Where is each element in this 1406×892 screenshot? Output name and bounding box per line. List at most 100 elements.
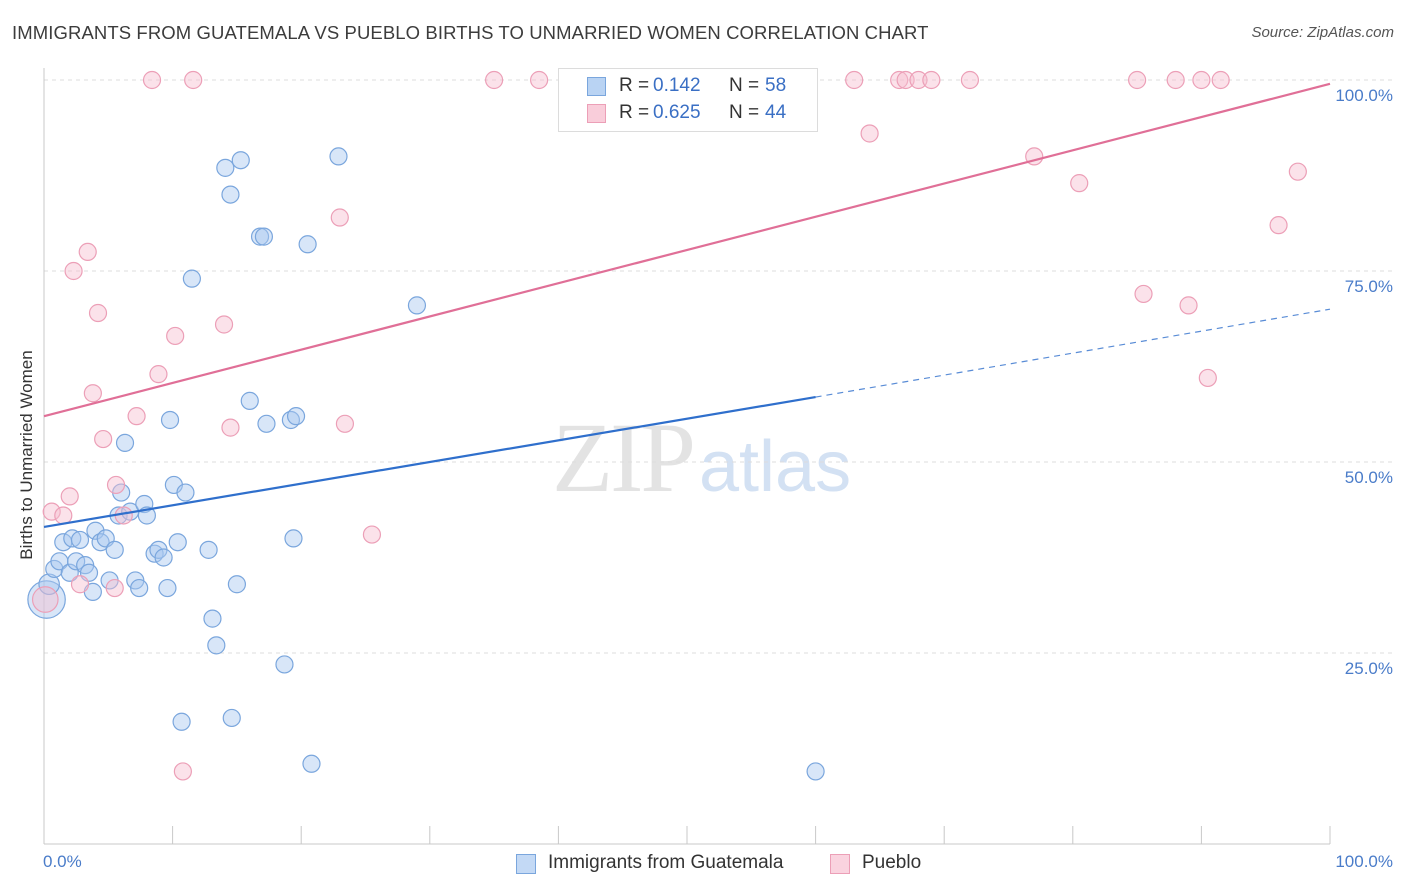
guatemala-point xyxy=(222,708,241,728)
guatemala-point xyxy=(38,573,60,596)
legend-r-label: R = xyxy=(619,75,650,96)
guatemala-point xyxy=(70,530,90,550)
trend-lines xyxy=(43,82,1331,529)
pueblo-point xyxy=(64,261,83,281)
pueblo-point xyxy=(1179,296,1198,315)
pueblo-point xyxy=(31,586,59,613)
guatemala-point xyxy=(240,391,259,410)
pueblo-point xyxy=(909,70,928,90)
guatemala-point xyxy=(182,269,201,288)
guatemala-point xyxy=(86,521,105,540)
pueblo-point xyxy=(896,70,915,90)
pueblo-point xyxy=(54,506,73,525)
pueblo-point xyxy=(173,762,192,781)
legend-n-value: 44 xyxy=(765,102,787,123)
guatemala-point xyxy=(250,227,270,246)
guatemala-point xyxy=(67,552,86,571)
pueblo-point xyxy=(83,384,102,403)
guatemala-point xyxy=(407,296,427,315)
pueblo-point xyxy=(1198,368,1217,388)
y-tick-label-75: 75.0% xyxy=(1344,277,1393,296)
legend-n-value: 58 xyxy=(765,75,787,96)
guatemala-point xyxy=(227,575,246,594)
legend-label-pueblo: Pueblo xyxy=(862,852,922,873)
guatemala-point xyxy=(302,754,321,773)
pueblo-point xyxy=(166,326,185,346)
pueblo-point xyxy=(1070,174,1089,193)
pueblo-point xyxy=(127,407,146,426)
pueblo-point xyxy=(70,575,90,594)
guatemala-point xyxy=(329,147,348,166)
guatemala-point xyxy=(158,578,177,598)
trend-line-guatemala-extension xyxy=(815,308,1331,398)
guatemala-point xyxy=(176,483,195,502)
guatemala-point xyxy=(216,158,235,177)
guatemala-point xyxy=(199,540,218,559)
y-axis-label: Births to Unmarried Women xyxy=(17,350,36,560)
source-label: Source: ZipAtlas.com xyxy=(1251,24,1394,41)
pueblo-point xyxy=(94,429,113,449)
legend-label-guatemala: Immigrants from Guatemala xyxy=(548,852,784,873)
pueblo-point xyxy=(1288,162,1307,181)
pueblo-point xyxy=(42,502,61,521)
pueblo-point xyxy=(335,414,355,433)
guatemala-point xyxy=(286,407,306,426)
guatemala-point xyxy=(168,533,187,552)
series-guatemala-points xyxy=(27,70,825,781)
x-tick-label-100: 100.0% xyxy=(1335,852,1393,871)
guatemala-point xyxy=(203,609,222,628)
legend-r-label: R = xyxy=(619,102,650,123)
guatemala-point xyxy=(63,529,82,548)
y-tick-label-50: 50.0% xyxy=(1344,468,1393,487)
guatemala-point xyxy=(254,227,274,246)
pueblo-point xyxy=(78,242,97,261)
legend-swatch-pink xyxy=(587,104,606,123)
pueblo-point xyxy=(88,303,108,323)
guatemala-point xyxy=(207,636,226,655)
legend-swatch-blue xyxy=(516,854,536,874)
guatemala-point xyxy=(275,655,294,674)
pueblo-point xyxy=(1192,70,1211,90)
guatemala-point xyxy=(257,414,276,433)
trend-line-pueblo xyxy=(43,82,1331,418)
legend-r-value: 0.625 xyxy=(653,102,701,123)
pueblo-point xyxy=(184,70,203,90)
guatemala-point xyxy=(284,529,303,548)
legend-r-value: 0.142 xyxy=(653,75,701,96)
pueblo-point xyxy=(105,578,124,598)
pueblo-point xyxy=(330,208,349,227)
legend-n-label: N = xyxy=(729,75,760,96)
x-tick-label-0: 0.0% xyxy=(43,852,82,871)
pueblo-point xyxy=(221,418,240,437)
guatemala-point xyxy=(806,762,825,781)
pueblo-point xyxy=(1127,70,1147,90)
guatemala-point xyxy=(115,433,135,452)
stats-legend: R = 0.142 N = 58 R = 0.625 N = 44 xyxy=(558,68,818,132)
guatemala-point xyxy=(154,548,173,567)
pueblo-point xyxy=(60,487,79,506)
y-tick-label-100: 100.0% xyxy=(1335,86,1393,105)
watermark-atlas: atlas xyxy=(699,427,852,507)
pueblo-point xyxy=(922,70,941,90)
trend-line-guatemala xyxy=(43,395,816,529)
pueblo-point xyxy=(1269,216,1288,235)
pueblo-point xyxy=(860,124,879,143)
guatemala-point xyxy=(298,235,317,254)
pueblo-point xyxy=(1166,70,1185,90)
pueblo-point xyxy=(485,70,504,90)
pueblo-point xyxy=(1211,70,1230,90)
axes xyxy=(43,68,1331,845)
chart-title: IMMIGRANTS FROM GUATEMALA VS PUEBLO BIRT… xyxy=(12,22,929,43)
pueblo-point xyxy=(142,70,162,90)
y-tick-label-25: 25.0% xyxy=(1344,659,1393,678)
guatemala-point xyxy=(60,563,79,582)
legend-n-label: N = xyxy=(729,102,760,123)
guatemala-point xyxy=(172,712,191,731)
series-pueblo-points xyxy=(31,70,1307,781)
guatemala-point xyxy=(160,410,180,430)
pueblo-point xyxy=(214,315,234,334)
pueblo-point xyxy=(362,525,382,544)
legend-swatch-pink xyxy=(830,854,850,874)
pueblo-point xyxy=(960,70,980,90)
